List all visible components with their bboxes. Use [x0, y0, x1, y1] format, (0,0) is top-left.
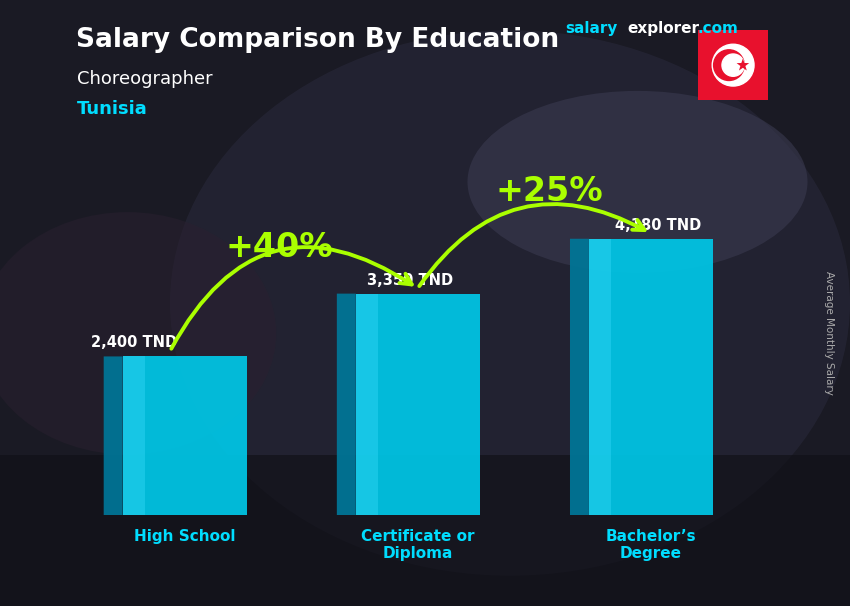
Text: explorer: explorer — [627, 21, 700, 36]
Polygon shape — [356, 294, 479, 515]
Polygon shape — [356, 294, 378, 515]
Polygon shape — [570, 239, 589, 515]
Circle shape — [714, 50, 745, 81]
Text: Tunisia: Tunisia — [76, 100, 147, 118]
Ellipse shape — [468, 91, 808, 273]
Polygon shape — [122, 356, 246, 515]
Polygon shape — [337, 294, 356, 515]
Polygon shape — [104, 356, 122, 515]
Text: Average Monthly Salary: Average Monthly Salary — [824, 271, 834, 395]
Ellipse shape — [170, 30, 850, 576]
Text: salary: salary — [565, 21, 618, 36]
Ellipse shape — [0, 212, 276, 454]
Text: .com: .com — [698, 21, 739, 36]
Circle shape — [722, 54, 745, 76]
Polygon shape — [737, 59, 749, 70]
Polygon shape — [589, 239, 713, 515]
Text: Choreographer: Choreographer — [76, 70, 212, 88]
Polygon shape — [122, 356, 145, 515]
Text: Salary Comparison By Education: Salary Comparison By Education — [76, 27, 559, 53]
Text: +25%: +25% — [495, 175, 603, 208]
Text: 4,180 TND: 4,180 TND — [615, 218, 701, 233]
Text: 3,350 TND: 3,350 TND — [367, 273, 454, 288]
Polygon shape — [589, 239, 611, 515]
Circle shape — [712, 44, 754, 86]
Bar — [0, 454, 850, 606]
Text: 2,400 TND: 2,400 TND — [91, 336, 178, 350]
Text: +40%: +40% — [225, 231, 333, 264]
